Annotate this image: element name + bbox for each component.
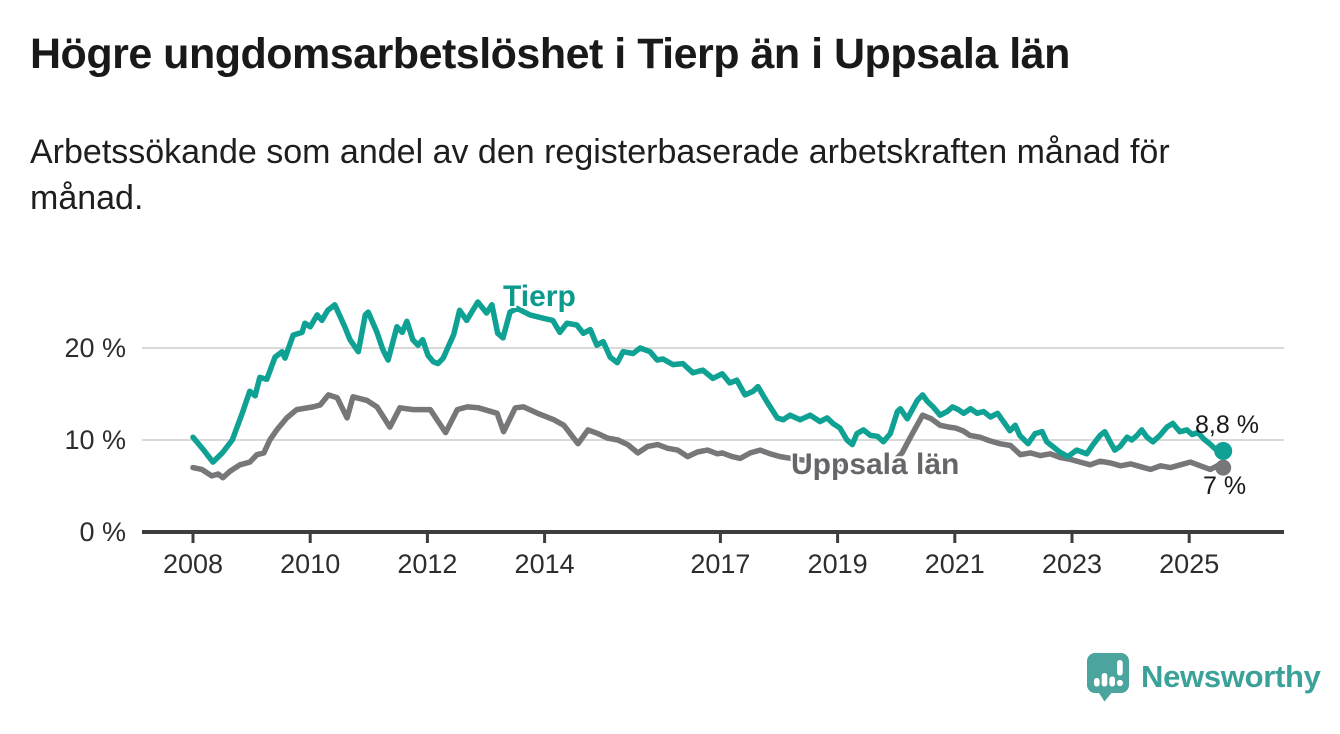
uppsala-lan-end-dot — [1215, 459, 1232, 476]
x-axis-tick-label: 2021 — [925, 549, 985, 579]
logo-bar-2 — [1101, 673, 1108, 687]
logo-exclamation-bar — [1117, 660, 1123, 676]
newsworthy-pin-icon — [1087, 653, 1129, 702]
logo-bar-3 — [1109, 676, 1115, 687]
logo-exclamation-dot — [1116, 679, 1123, 687]
tierp-line — [190, 299, 1226, 465]
x-axis-tick-label: 2017 — [690, 549, 750, 579]
tierp-end-dot — [1214, 442, 1233, 460]
x-axis-tick-label: 2008 — [163, 549, 223, 579]
chart-subtitle: Arbetssökande som andel av den registerb… — [30, 133, 1170, 218]
newsworthy-logo-text: Newsworthy — [1141, 659, 1321, 694]
series-label-uppsala-lan: Uppsala län — [791, 448, 960, 481]
x-axis-tick-label: 2010 — [280, 549, 340, 579]
page-title: Högre ungdomsarbetslöshet i Tierp än i U… — [30, 30, 1070, 78]
y-axis-tick-label: 20 % — [64, 333, 126, 363]
x-axis-tick-label: 2012 — [397, 549, 457, 579]
x-axis-tick-label: 2025 — [1159, 549, 1219, 579]
x-axis-tick-label: 2023 — [1042, 549, 1102, 579]
end-value-label-uppsala-lan: 7 % — [1203, 472, 1247, 500]
series-label-tierp: Tierp — [503, 280, 576, 313]
x-axis-tick-label: 2014 — [515, 549, 575, 579]
uppsala-lan-line — [190, 392, 1226, 481]
end-value-label-tierp: 8,8 % — [1195, 411, 1259, 439]
x-axis-tick-label: 2019 — [808, 549, 868, 579]
logo-bar-1 — [1094, 678, 1100, 687]
y-axis-tick-label: 10 % — [64, 425, 126, 455]
y-axis-tick-label: 0 % — [79, 517, 126, 547]
newsworthy-logo: Newsworthy — [1086, 652, 1321, 702]
